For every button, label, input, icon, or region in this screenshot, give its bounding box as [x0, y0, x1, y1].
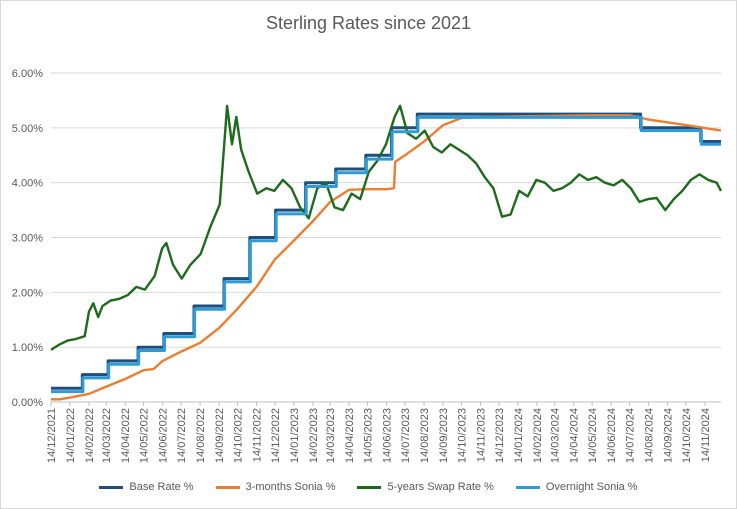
x-tick-label: 14/01/2022 — [65, 408, 77, 463]
x-tick-label: 14/12/2023 — [494, 408, 506, 463]
y-tick-label: 6.00% — [12, 68, 43, 80]
y-tick-label: 5.00% — [12, 123, 43, 135]
legend-label: Overnight Sonia % — [545, 481, 638, 493]
x-tick-label: 14/02/2024 — [532, 408, 544, 463]
x-tick-label: 14/11/2024 — [700, 408, 712, 462]
x-tick-label: 14/09/2022 — [214, 408, 226, 463]
y-tick-label: 0.00% — [12, 397, 43, 409]
x-tick-label: 14/05/2022 — [139, 408, 151, 463]
x-tick-label: 14/06/2023 — [382, 408, 394, 463]
x-tick-label: 14/07/2024 — [625, 408, 637, 463]
series-line-2 — [50, 104, 723, 351]
y-tick-label: 2.00% — [12, 287, 43, 299]
legend-swatch — [99, 485, 124, 489]
x-tick-label: 14/04/2022 — [120, 408, 132, 463]
chart-legend: Base Rate % 3-months Sonia % 5-years Swap … — [1, 481, 736, 493]
x-tick-label: 14/02/2022 — [84, 408, 96, 463]
y-tick-label: 4.00% — [12, 178, 43, 190]
legend-swatch — [357, 485, 382, 489]
y-tick-label: 3.00% — [12, 233, 43, 245]
series-line-3 — [51, 115, 721, 394]
chart-title: Sterling Rates since 2021 — [265, 13, 472, 33]
x-tick-label: 14/03/2022 — [101, 408, 113, 463]
x-tick-label: 14/03/2024 — [550, 408, 562, 463]
x-tick-label: 14/07/2022 — [176, 408, 188, 463]
x-tick-label: 14/11/2022 — [252, 408, 264, 462]
x-tick-label: 14/09/2024 — [663, 408, 675, 463]
legend-swatch — [515, 485, 540, 489]
legend-item: Overnight Sonia % — [515, 481, 638, 493]
x-tick-label: 14/08/2022 — [195, 408, 207, 463]
x-tick-label: 14/08/2023 — [419, 408, 431, 463]
x-tick-label: 14/01/2023 — [289, 408, 301, 463]
x-tick-label: 14/04/2024 — [569, 408, 581, 463]
x-tick-label: 14/10/2022 — [233, 408, 245, 463]
legend-label: 3-months Sonia % — [245, 481, 336, 493]
legend-item: Base Rate % — [99, 481, 194, 493]
x-tick-label: 14/09/2023 — [438, 408, 450, 463]
x-tick-label: 14/07/2023 — [400, 408, 412, 463]
legend-item: 3-months Sonia % — [215, 481, 336, 493]
x-tick-label: 14/02/2023 — [308, 408, 320, 463]
x-tick-label: 14/12/2022 — [270, 408, 282, 463]
legend-label: Base Rate % — [129, 481, 194, 493]
x-tick-label: 14/06/2024 — [606, 408, 618, 463]
x-tick-label: 14/05/2024 — [587, 408, 599, 463]
x-tick-label: 14/05/2023 — [363, 408, 375, 463]
x-tick-label: 14/01/2024 — [513, 408, 525, 463]
legend-swatch — [215, 485, 240, 489]
x-tick-label: 14/10/2023 — [456, 408, 468, 463]
x-tick-label: 14/03/2023 — [325, 408, 337, 463]
legend-item: 5-years Swap Rate % — [357, 481, 494, 493]
x-tick-label: 14/08/2024 — [644, 408, 656, 463]
x-tick-label: 14/12/2021 — [46, 408, 58, 463]
legend-label: 5-years Swap Rate % — [387, 481, 494, 493]
x-tick-label: 14/10/2024 — [681, 408, 693, 463]
x-tick-label: 14/11/2023 — [475, 408, 487, 462]
y-tick-label: 1.00% — [12, 342, 43, 354]
x-tick-label: 14/04/2023 — [344, 408, 356, 463]
x-tick-label: 14/06/2022 — [158, 408, 170, 463]
